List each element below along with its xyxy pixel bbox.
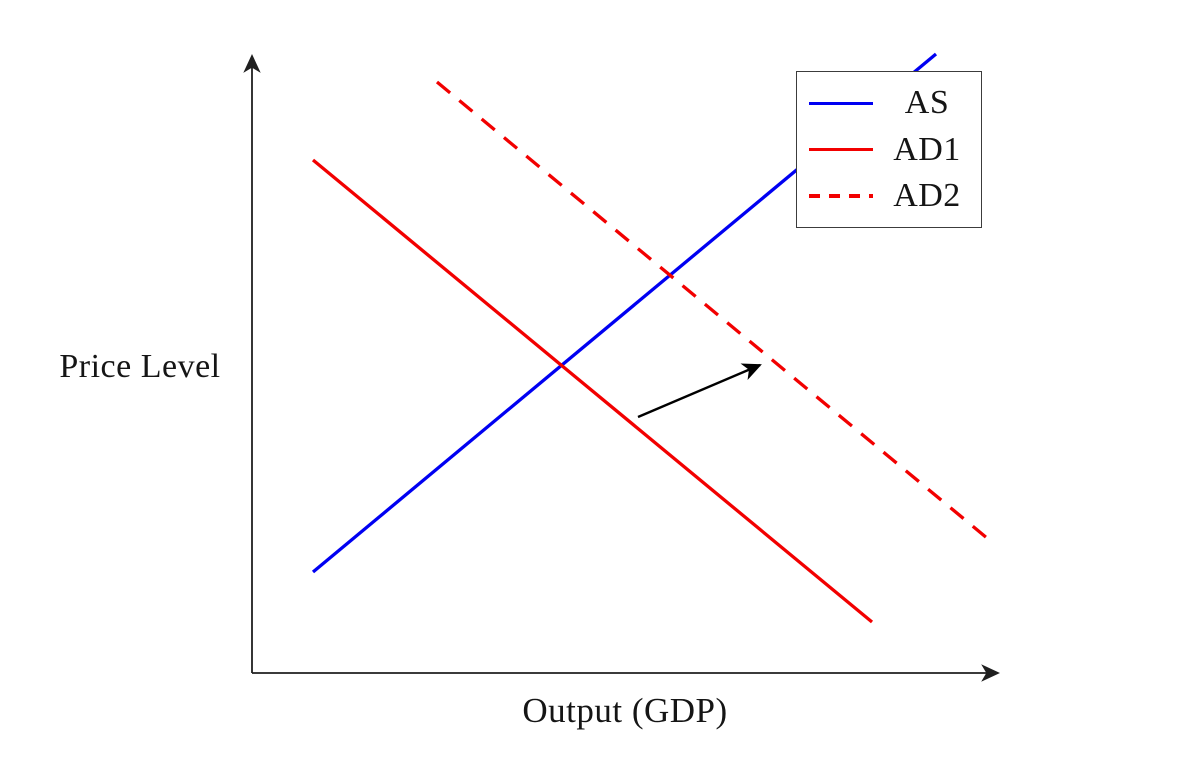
series-line-ad1 <box>311 158 874 624</box>
shift-arrow <box>637 363 762 419</box>
legend: AS AD1 AD2 <box>796 71 982 228</box>
x-axis-label: Output (GDP) <box>522 691 728 730</box>
legend-swatch-solid <box>809 101 873 105</box>
legend-swatch-dashed <box>809 194 873 198</box>
legend-entry-as: AS <box>797 86 981 120</box>
legend-label: AD1 <box>893 130 961 168</box>
legend-label: AD2 <box>893 176 961 214</box>
y-axis-label: Price Level <box>59 348 221 385</box>
legend-entry-ad1: AD1 <box>797 130 981 168</box>
series-line-ad2 <box>435 80 995 545</box>
legend-swatch-solid <box>809 147 873 152</box>
legend-entry-ad2: AD2 <box>797 176 981 214</box>
legend-label: AS <box>904 84 950 122</box>
